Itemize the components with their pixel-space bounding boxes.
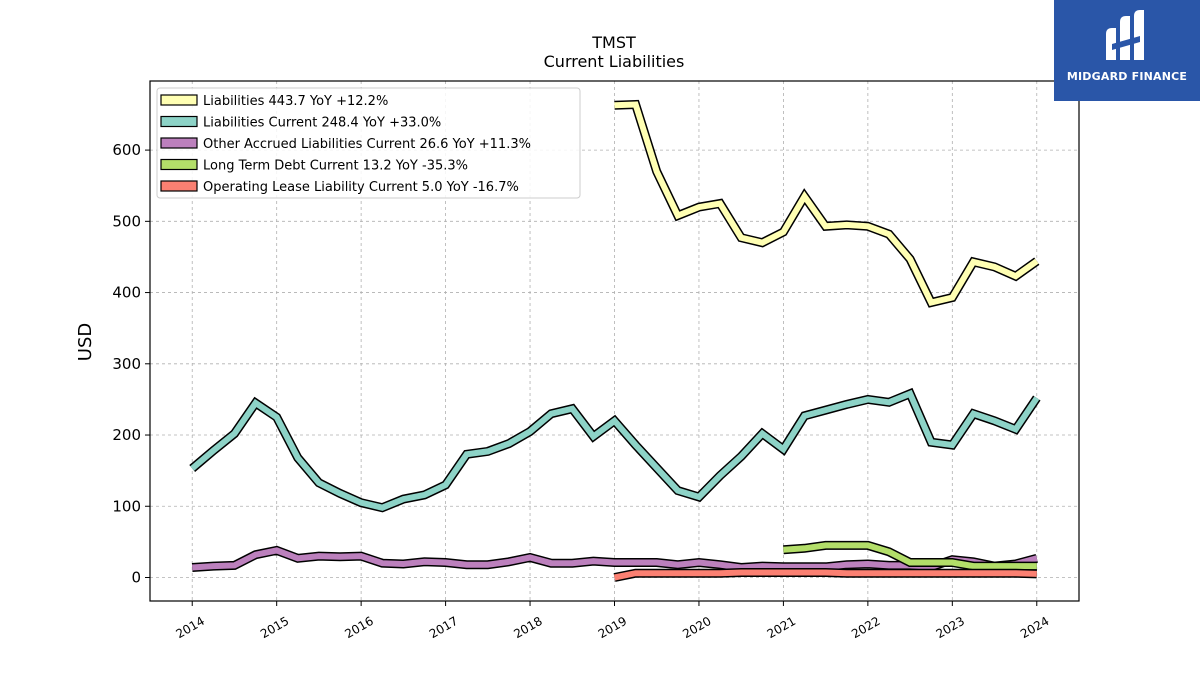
y-tick-label: 500: [112, 212, 141, 230]
legend-label: Long Term Debt Current 13.2 YoY -35.3%: [203, 159, 468, 174]
series-line: [192, 547, 1038, 571]
legend-swatch: [160, 180, 198, 192]
legend-label: Operating Lease Liability Current 5.0 Yo…: [203, 180, 519, 195]
series-1: [189, 387, 1041, 513]
midgard-finance-logo: MIDGARD FINANCE: [1054, 0, 1200, 101]
x-tick-label: 2023: [934, 614, 967, 641]
series-line: [190, 389, 1040, 511]
y-tick-label: 200: [112, 426, 141, 444]
x-axis: 2014 2015 2016 2017 2018 2019 2020 2021 2022 2023…: [174, 601, 1051, 641]
logo-mark-icon: [1106, 10, 1144, 60]
series-2: [191, 545, 1038, 573]
y-tick-label: 100: [112, 497, 141, 515]
y-tick-label: 0: [131, 568, 141, 586]
y-axis-label: USD: [75, 323, 96, 361]
series-0: [614, 99, 1040, 308]
legend-swatch: [160, 115, 198, 128]
legend-box: [156, 87, 581, 199]
x-tick-label: 2016: [342, 614, 375, 641]
legend-label: Liabilities Current 248.4 YoY +33.0%: [203, 116, 441, 131]
legend-label: Other Accrued Liabilities Current 26.6 Y…: [203, 137, 531, 152]
logo-text: MIDGARD FINANCE: [1066, 70, 1188, 83]
legend-swatch: [160, 137, 198, 149]
series-4: [613, 568, 1037, 582]
y-axis: 0 100 200 300 400 500 600: [112, 141, 150, 586]
series-3: [783, 540, 1037, 571]
y-tick-label: 300: [112, 355, 141, 373]
x-tick-label: 2020: [680, 614, 713, 641]
chart-title: TMST: [591, 33, 636, 52]
series-line-outline: [614, 99, 1040, 308]
x-tick-label: 2024: [1018, 614, 1051, 641]
x-tick-label: 2018: [511, 614, 544, 641]
legend-swatch: [160, 94, 198, 106]
x-tick-label: 2022: [849, 614, 882, 641]
legend-swatch: [160, 158, 198, 171]
x-tick-label: 2017: [427, 614, 460, 641]
x-tick-label: 2021: [765, 614, 798, 641]
y-tick-label: 600: [112, 141, 141, 159]
series-line: [614, 101, 1039, 306]
legend: Liabilities 443.7 YoY +12.2% Liabilities …: [156, 87, 581, 199]
chart-subtitle: Current Liabilities: [544, 52, 685, 71]
x-tick-label: 2015: [258, 614, 291, 641]
series-line: [783, 542, 1037, 570]
y-tick-label: 400: [112, 284, 141, 302]
legend-label: Liabilities 443.7 YoY +12.2%: [203, 94, 388, 109]
x-tick-label: 2014: [174, 614, 207, 641]
x-tick-label: 2019: [596, 614, 629, 641]
series-line: [613, 569, 1037, 581]
series-layer: [189, 99, 1041, 582]
